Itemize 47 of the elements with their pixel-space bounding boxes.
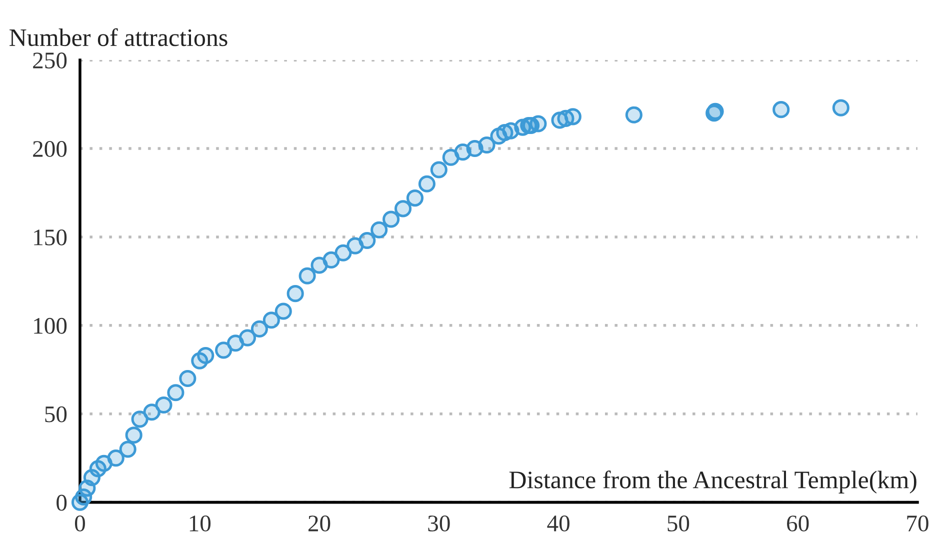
y-tick-label: 250 — [33, 52, 67, 68]
point — [418, 175, 436, 192]
point — [274, 302, 292, 320]
point — [358, 232, 376, 250]
point — [250, 320, 268, 338]
point — [370, 221, 388, 238]
point — [131, 410, 148, 428]
point — [322, 251, 340, 268]
x-tick-label: 20 — [308, 516, 330, 532]
point — [107, 450, 124, 467]
y-tick-label: 0 — [56, 494, 67, 511]
point — [298, 267, 316, 284]
x-tick-label: 70 — [907, 516, 928, 532]
y-axis-title: Number of attractions — [10, 28, 228, 46]
point — [382, 210, 400, 228]
point — [197, 346, 214, 364]
x-tick-label: 50 — [668, 516, 690, 532]
x-tick-label: 10 — [190, 516, 211, 532]
point — [772, 101, 790, 118]
point — [119, 440, 136, 458]
point — [430, 161, 448, 178]
x-tick-label: 30 — [428, 516, 450, 532]
point — [334, 244, 352, 262]
point — [832, 99, 850, 116]
point — [625, 106, 642, 124]
point — [215, 342, 232, 359]
point — [262, 312, 280, 329]
point — [125, 426, 142, 444]
x-axis-title: Distance from the Ancestral Temple(km) — [509, 470, 916, 494]
point — [286, 285, 304, 302]
point — [155, 396, 172, 414]
point — [564, 108, 582, 126]
point — [179, 370, 196, 388]
point — [530, 115, 547, 132]
y-tick-label: 100 — [34, 318, 67, 334]
point — [478, 136, 496, 154]
x-tick-label: 60 — [787, 516, 809, 532]
point — [167, 384, 184, 402]
point — [143, 404, 160, 421]
x-tick-label: 40 — [547, 516, 570, 532]
point — [238, 329, 256, 346]
y-tick-label: 150 — [34, 229, 67, 246]
point — [406, 190, 424, 207]
y-tick-label: 200 — [33, 141, 67, 157]
y-tick-label: 50 — [45, 406, 67, 422]
x-tick-label: 0 — [74, 516, 85, 532]
point — [394, 200, 412, 218]
